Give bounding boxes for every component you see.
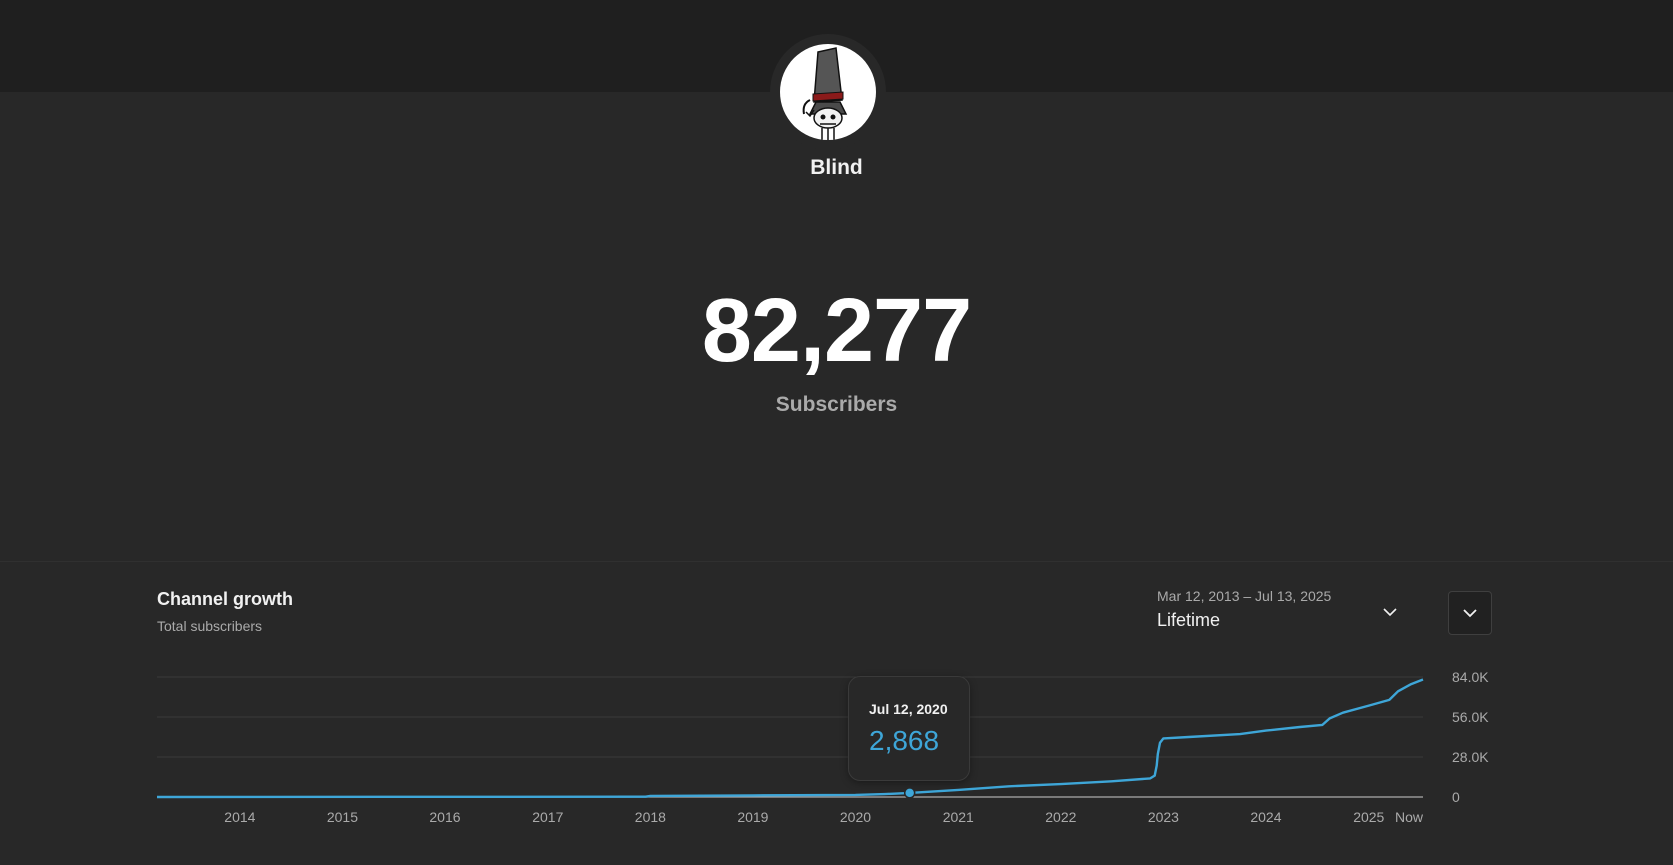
subscriber-growth-chart[interactable]: 2014 2015 2016 2017 2018 2019 2020 2021 2022 2023…: [0, 660, 1673, 865]
chart-tooltip: Jul 12, 2020 2,868: [848, 676, 970, 781]
channel-name: Blind: [810, 156, 863, 179]
chart-subtitle: Total subscribers: [157, 618, 263, 634]
chart-options-button[interactable]: [1448, 591, 1492, 635]
y-tick-label: 56.0K: [1452, 709, 1489, 725]
y-tick-label: 84.0K: [1452, 669, 1489, 685]
chevron-down-icon: [1463, 609, 1477, 618]
avatar[interactable]: [780, 44, 876, 140]
skeleton-top-hat-avatar-image: [802, 47, 848, 140]
tooltip-date: Jul 12, 2020: [869, 701, 948, 717]
y-tick-label: 0: [1452, 789, 1460, 805]
x-tick-label: 2015: [327, 809, 358, 825]
date-range-dates: Mar 12, 2013 – Jul 13, 2025: [1157, 588, 1332, 604]
chart-title: Channel growth: [157, 589, 293, 609]
highlight-point: [903, 787, 916, 799]
x-tick-label: 2020: [840, 809, 871, 825]
date-range-value: Lifetime: [1157, 610, 1221, 630]
x-tick-label: 2016: [429, 809, 460, 825]
subscriber-label: Subscribers: [775, 393, 898, 416]
y-tick-label: 28.0K: [1452, 749, 1489, 765]
x-tick-label: 2025: [1353, 809, 1384, 825]
x-tick-label: 2014: [224, 809, 255, 825]
x-tick-label: Now: [1395, 809, 1424, 825]
x-tick-label: 2022: [1045, 809, 1076, 825]
x-tick-label: 2024: [1250, 809, 1281, 825]
x-tick-label: 2018: [635, 809, 666, 825]
x-tick-label: 2023: [1148, 809, 1179, 825]
x-tick-label: 2017: [532, 809, 563, 825]
subscriber-count: 82,277: [701, 281, 972, 381]
x-tick-label: 2019: [737, 809, 768, 825]
subscriber-series-line: [156, 678, 1424, 799]
date-range-dropdown[interactable]: Mar 12, 2013 – Jul 13, 2025 Lifetime: [1157, 586, 1407, 638]
tooltip-value: 2,868: [869, 725, 940, 756]
chevron-down-icon: [1383, 608, 1397, 617]
x-tick-label: 2021: [943, 809, 974, 825]
section-divider: [0, 561, 1673, 562]
